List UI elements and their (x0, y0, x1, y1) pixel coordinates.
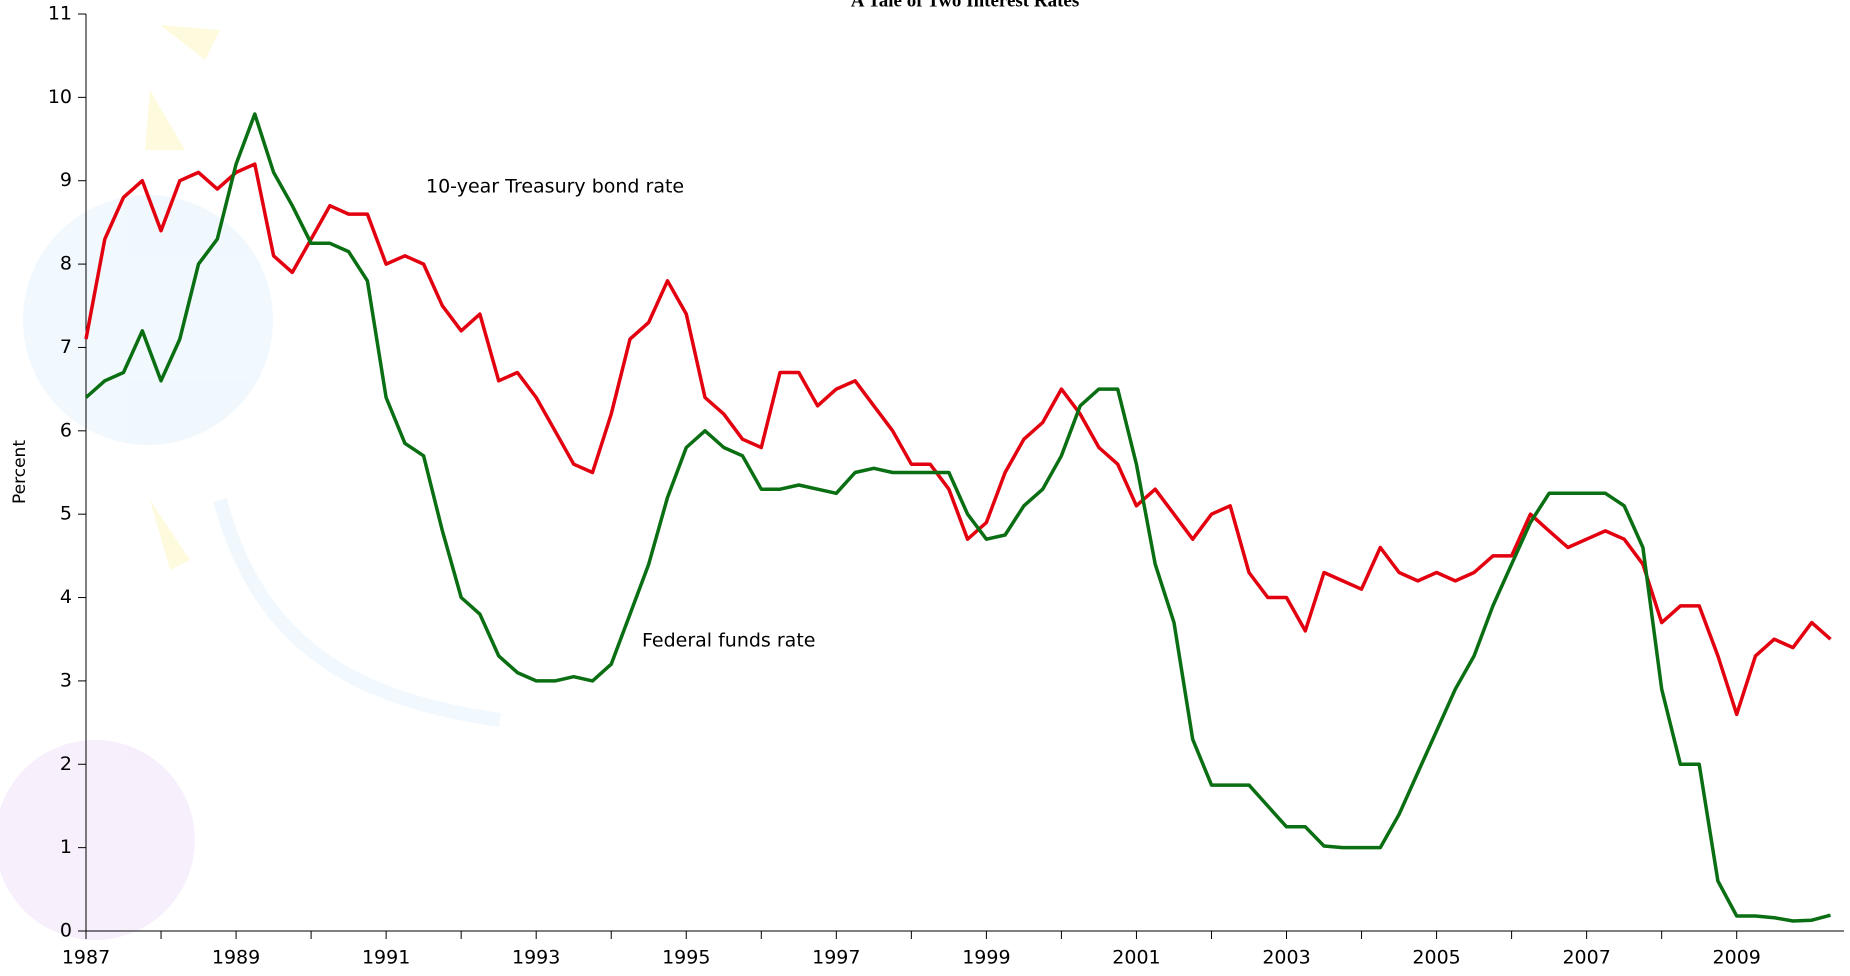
x-tick-label: 1989 (212, 947, 260, 969)
y-tick-label: 7 (60, 336, 72, 358)
y-axis-label: Percent (10, 440, 30, 504)
x-tick-label: 1993 (512, 947, 560, 969)
y-tick-label: 0 (60, 920, 72, 942)
annotation: Federal funds rate (642, 630, 815, 652)
y-tick-label: 3 (60, 669, 72, 691)
x-tick-label: 1999 (962, 947, 1010, 969)
y-tick-label: 4 (60, 586, 72, 608)
y-tick-label: 10 (48, 86, 72, 108)
x-tick-label: 1991 (362, 947, 410, 969)
background-decoration (0, 25, 501, 940)
y-tick-label: 2 (60, 753, 72, 775)
series-line (84, 162, 1832, 717)
x-tick-label: 2007 (1562, 947, 1610, 969)
x-tick-label: 2009 (1713, 947, 1761, 969)
y-tick-label: 5 (60, 503, 72, 525)
x-tick-label: 2003 (1262, 947, 1310, 969)
y-tick-label: 8 (60, 253, 72, 275)
chart-title: A Tale of Two Interest Rates (851, 0, 1080, 11)
x-tick-label: 2005 (1412, 947, 1460, 969)
x-tick-label: 1995 (662, 947, 710, 969)
x-tick-label: 2001 (1112, 947, 1160, 969)
y-tick-label: 1 (60, 836, 72, 858)
x-tick-label: 1997 (812, 947, 860, 969)
series-line (84, 112, 1831, 923)
y-tick-label: 9 (60, 169, 72, 191)
annotation: 10-year Treasury bond rate (426, 176, 684, 198)
y-tick-label: 11 (48, 3, 72, 25)
x-tick-label: 1987 (62, 947, 110, 969)
y-tick-label: 6 (60, 419, 72, 441)
